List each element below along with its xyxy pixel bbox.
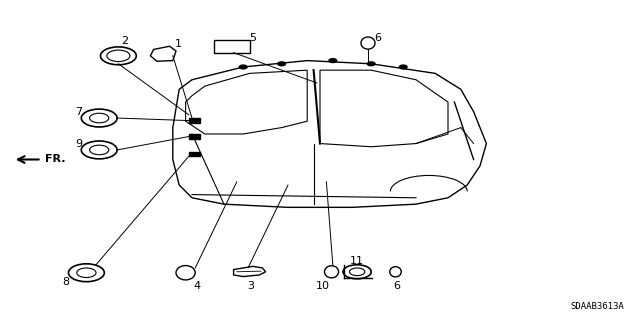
FancyBboxPatch shape: [189, 152, 200, 156]
Circle shape: [329, 59, 337, 63]
Text: 7: 7: [75, 107, 83, 117]
Text: 3: 3: [248, 281, 254, 292]
Text: 10: 10: [316, 281, 330, 292]
Text: 6: 6: [374, 33, 381, 43]
Text: 11: 11: [350, 256, 364, 266]
FancyBboxPatch shape: [189, 134, 200, 139]
Text: 1: 1: [175, 39, 181, 49]
Circle shape: [399, 65, 407, 69]
Text: FR.: FR.: [45, 154, 65, 165]
Circle shape: [278, 62, 285, 66]
Text: SDAAB3613A: SDAAB3613A: [570, 302, 624, 311]
Circle shape: [367, 62, 375, 66]
Text: 9: 9: [75, 139, 83, 149]
Text: 2: 2: [121, 36, 129, 47]
Text: 4: 4: [193, 281, 201, 292]
FancyBboxPatch shape: [189, 118, 200, 123]
Text: 8: 8: [62, 277, 70, 287]
Text: 5: 5: [250, 33, 256, 43]
Circle shape: [239, 65, 247, 69]
Text: 6: 6: [394, 281, 400, 292]
